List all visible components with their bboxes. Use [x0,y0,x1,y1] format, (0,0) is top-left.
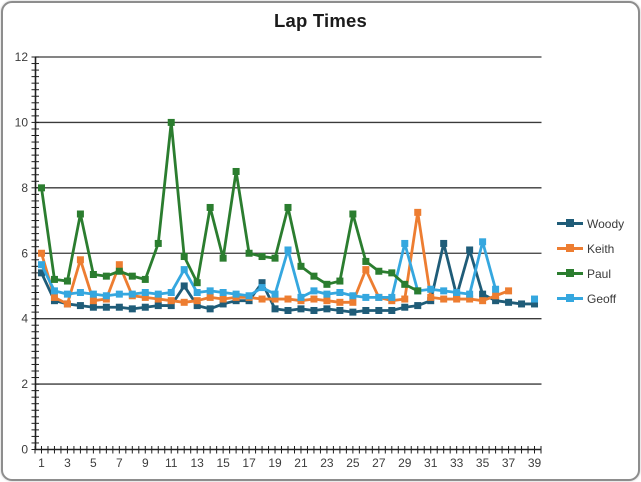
svg-text:35: 35 [476,456,490,470]
svg-text:9: 9 [142,456,149,470]
svg-text:27: 27 [372,456,386,470]
svg-text:37: 37 [502,456,516,470]
x-tick-labels: 1 3 5 7 9 11 13 15 17 19 21 23 25 27 29 31 33 35 37 39 [38,456,541,470]
svg-text:21: 21 [294,456,308,470]
legend-swatch-icon [557,269,583,277]
legend-item-geoff: Geoff [557,286,633,311]
svg-text:4: 4 [21,312,28,326]
svg-text:2: 2 [21,377,28,391]
tick-marks [31,56,542,454]
svg-text:29: 29 [398,456,412,470]
svg-text:19: 19 [268,456,282,470]
svg-text:33: 33 [450,456,464,470]
legend-swatch-icon [557,294,583,302]
svg-text:13: 13 [190,456,204,470]
svg-text:1: 1 [38,456,45,470]
svg-text:23: 23 [320,456,334,470]
svg-text:0: 0 [21,443,28,457]
svg-text:15: 15 [216,456,230,470]
legend-label: Keith [587,241,615,256]
svg-text:10: 10 [15,115,29,129]
legend-label: Geoff [587,291,617,306]
legend-item-woody: Woody [557,211,633,236]
legend-swatch-icon [557,244,583,252]
svg-text:17: 17 [242,456,256,470]
legend-label: Paul [587,266,612,281]
legend-label: Woody [587,216,625,231]
svg-text:31: 31 [424,456,438,470]
svg-text:3: 3 [64,456,71,470]
svg-text:8: 8 [21,181,28,195]
gridlines [35,56,542,385]
svg-text:12: 12 [15,50,29,64]
svg-text:6: 6 [21,246,28,260]
svg-text:5: 5 [90,456,97,470]
legend: Woody Keith Paul Geoff [557,211,633,311]
y-tick-labels: 0 2 4 6 8 10 12 [15,50,29,457]
svg-text:11: 11 [165,456,178,470]
chart-title: Lap Times [274,10,367,31]
series-paul [37,118,422,295]
legend-item-paul: Paul [557,261,633,286]
legend-item-keith: Keith [557,236,633,261]
legend-swatch-icon [557,219,583,227]
svg-text:7: 7 [116,456,123,470]
svg-text:39: 39 [528,456,542,470]
svg-text:25: 25 [346,456,360,470]
